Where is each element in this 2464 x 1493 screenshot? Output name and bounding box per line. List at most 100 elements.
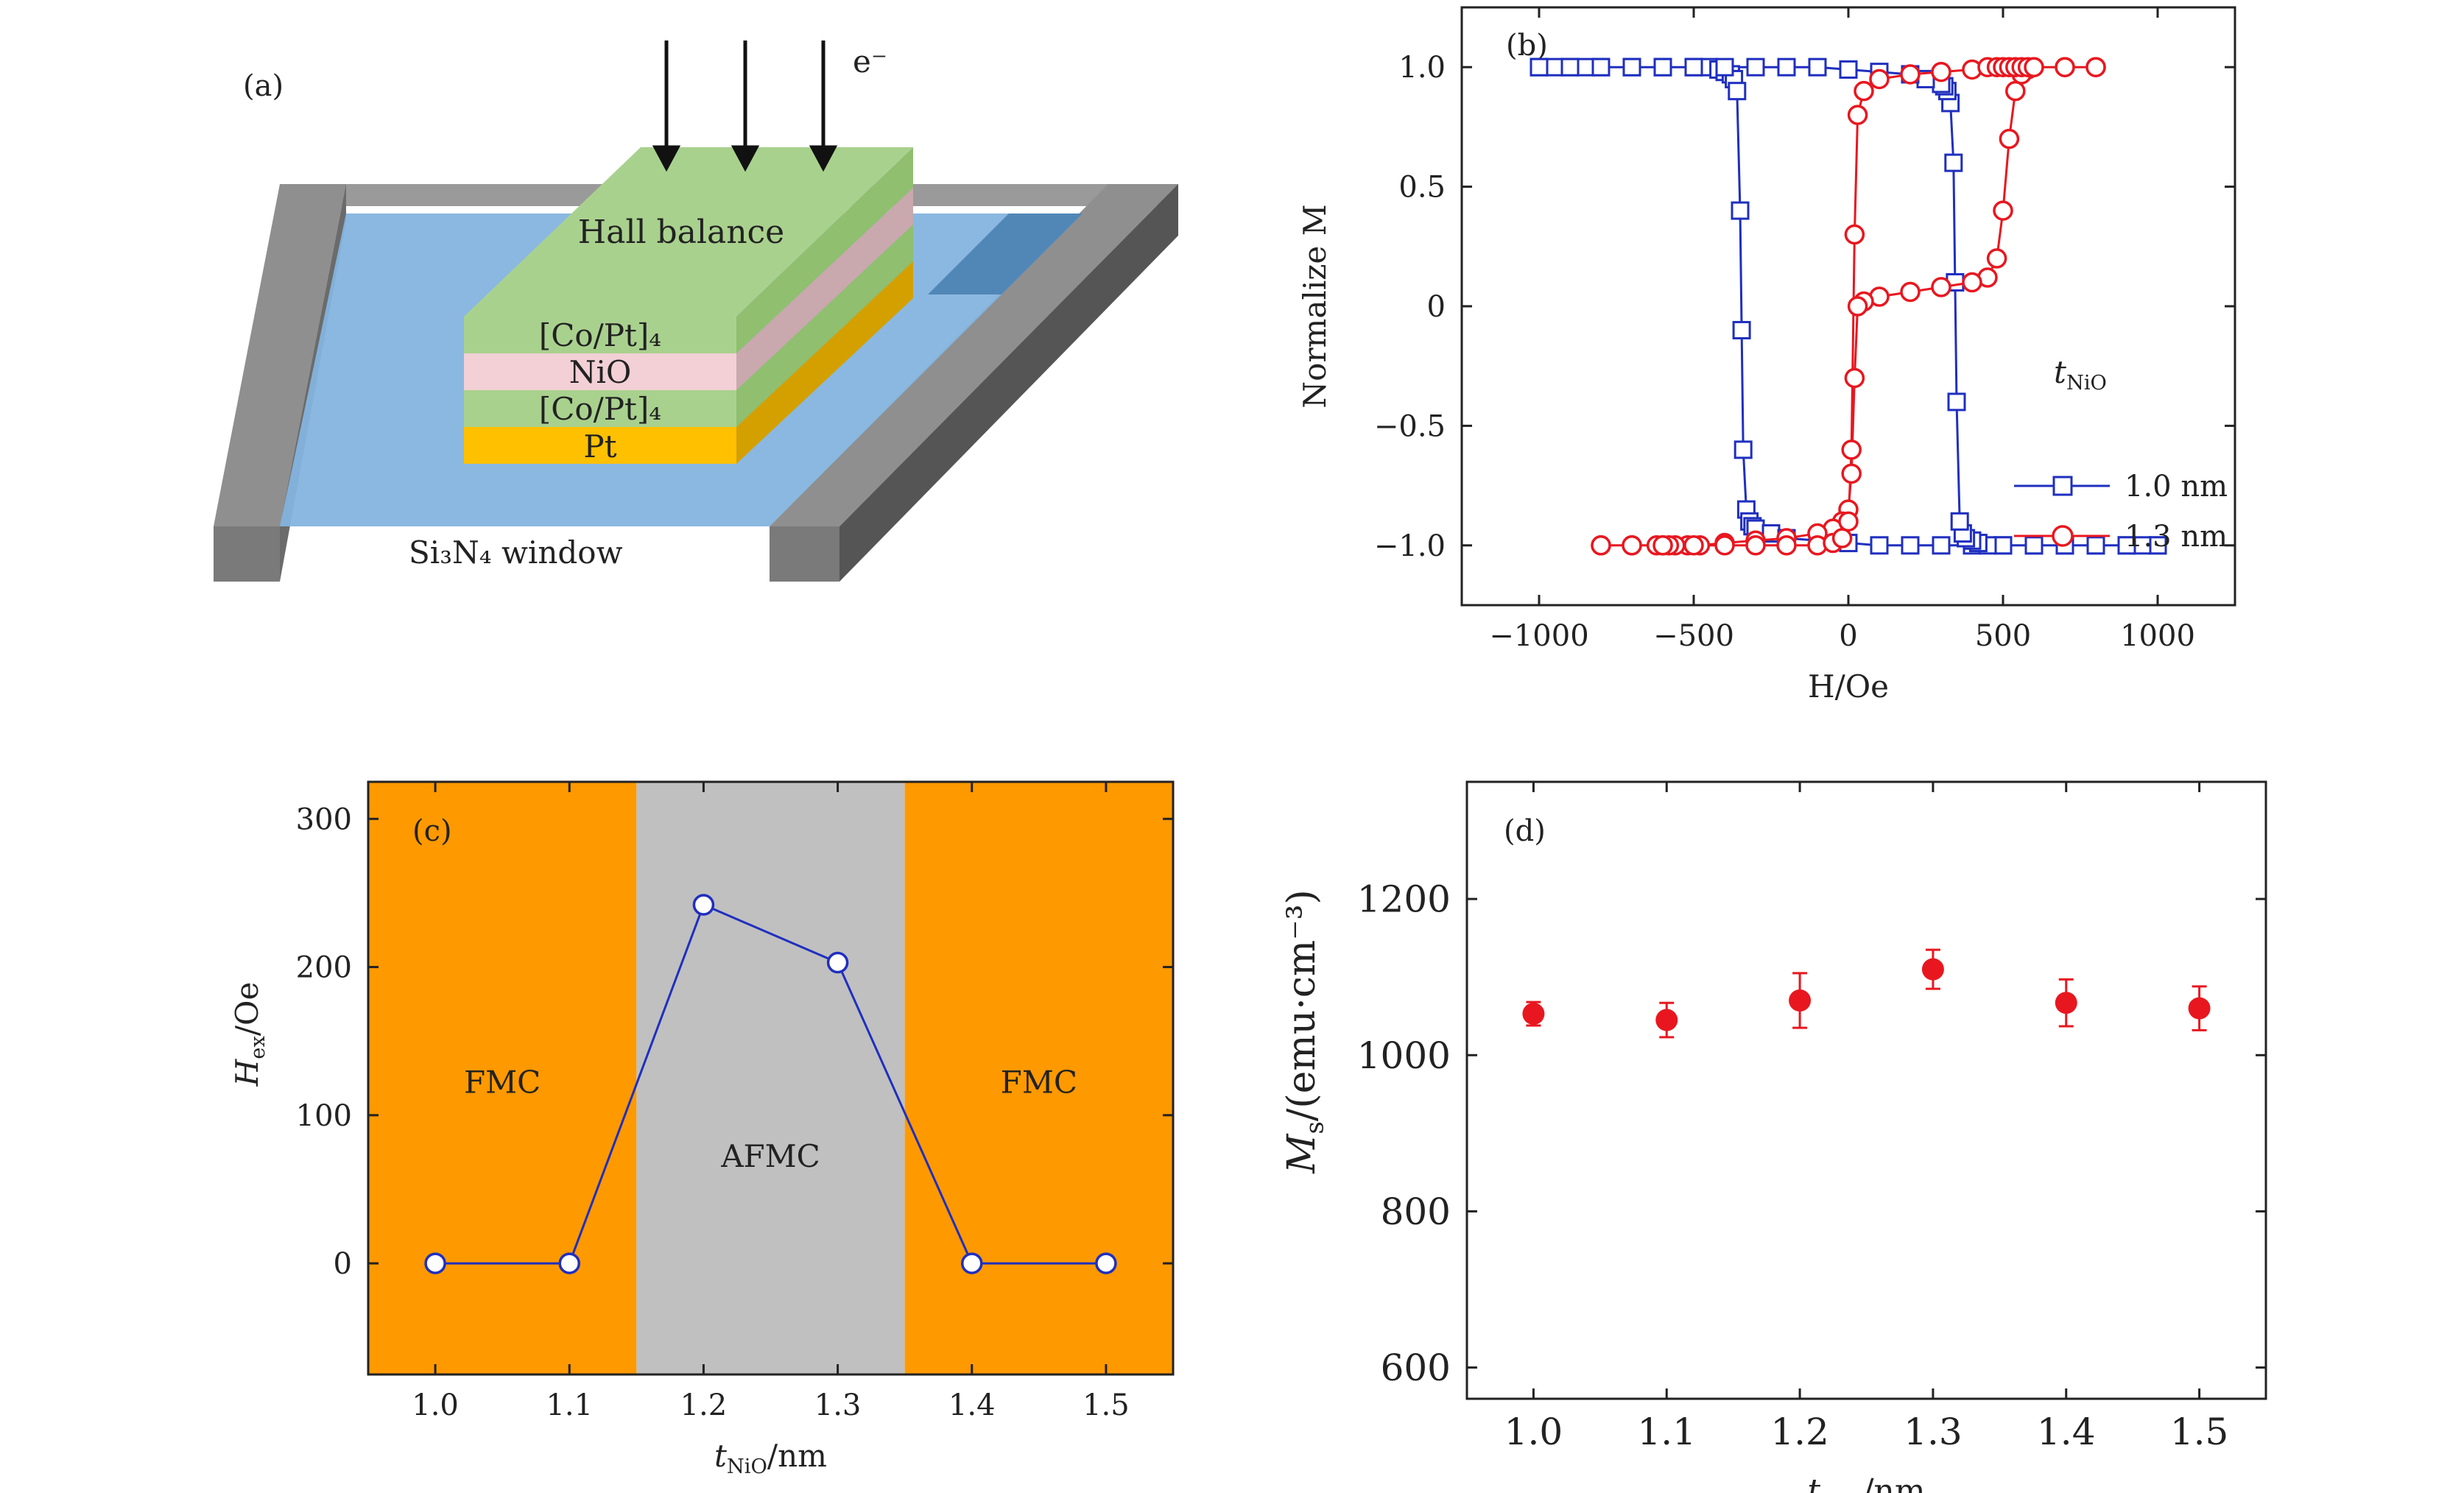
data-point	[1728, 82, 1747, 101]
label-copt-bottom: [Co/Pt]₄	[539, 391, 661, 427]
data-point	[424, 1252, 446, 1274]
y-axis-label: Normalize M	[1297, 204, 1333, 408]
data-point	[2055, 992, 2077, 1014]
x-tick-label: 1.1	[546, 1388, 593, 1422]
frame-right-top	[770, 184, 1178, 526]
data-point	[1808, 57, 1827, 77]
data-point	[1841, 463, 1862, 484]
region-2	[636, 782, 905, 1374]
data-point	[1745, 535, 1766, 556]
chart-d: 1.0 1.1 1.2 1.3 1.4 1.5 600 800 1000 1200 (d) tNiO/…	[1280, 780, 2267, 1493]
plot-frame	[1465, 780, 2267, 1400]
data-point	[1831, 528, 1853, 548]
data-point	[1901, 536, 1920, 555]
x-tick-label: 1.3	[1904, 1411, 1963, 1453]
region-1	[368, 782, 637, 1374]
data-point	[2005, 80, 2026, 102]
data-point	[2024, 57, 2044, 77]
data-point	[1653, 57, 1672, 77]
chart-b: −1000 −500 0 500 1000 −1.0 −0.5 0 0.5 1.0 (b) H/Oe N…	[1297, 6, 2236, 705]
data-point	[1777, 57, 1796, 77]
data-point	[1847, 105, 1868, 125]
data-point	[2086, 536, 2105, 555]
electron-label: e⁻	[853, 43, 887, 80]
data-point	[1944, 153, 1963, 172]
data-point	[1844, 224, 1865, 245]
label-hall-balance: Hall balance	[578, 213, 784, 251]
data-point	[2085, 57, 2106, 77]
y-tick-label: 200	[296, 951, 352, 985]
panel-c-tag: (c)	[412, 814, 452, 848]
data-point	[1947, 392, 1966, 412]
y-tick-label: 100	[296, 1099, 352, 1133]
data-point	[1900, 64, 1921, 85]
data-point	[1622, 535, 1642, 556]
x-tick-label: 1.5	[1083, 1388, 1130, 1422]
data-point	[1841, 440, 1862, 460]
electron-arrows	[652, 40, 838, 172]
y-tick-label: 300	[296, 802, 352, 836]
data-point	[1999, 128, 2020, 149]
label-pt: Pt	[583, 428, 616, 465]
legend-marker	[2052, 476, 2073, 496]
data-point	[1683, 535, 1704, 556]
data-point	[1931, 61, 1951, 82]
x-axis-label: tNiO/nm	[1807, 1472, 1925, 1493]
data-point	[1622, 57, 1641, 77]
y-tick-label: −0.5	[1374, 409, 1446, 443]
data-point	[1684, 57, 1703, 77]
data-point	[1655, 1009, 1678, 1031]
data-point	[2024, 536, 2044, 555]
window-label: Si₃N₄ window	[409, 534, 623, 571]
data-point	[1869, 68, 1890, 90]
data-point	[1545, 57, 1564, 77]
y-tick-label: 600	[1381, 1346, 1451, 1389]
y-tick-label: −1.0	[1374, 529, 1446, 563]
data-point	[1731, 201, 1750, 220]
data-point	[558, 1252, 580, 1274]
x-tick-label: 1.0	[412, 1388, 459, 1422]
data-point	[961, 1252, 983, 1274]
data-point	[1932, 536, 1951, 555]
x-tick-label: 1.1	[1637, 1411, 1696, 1453]
data-point	[1591, 535, 1611, 556]
x-tick-label: 1.4	[2037, 1411, 2096, 1453]
y-tick-label: 1.0	[1398, 51, 1446, 85]
legend-marker	[2052, 525, 2074, 547]
data-point	[1847, 296, 1868, 317]
x-tick-label: 1.2	[1770, 1411, 1829, 1453]
y-tick-label: 0.5	[1398, 171, 1446, 205]
data-point	[1950, 512, 1969, 531]
data-point	[1839, 60, 1858, 79]
data-point	[1789, 989, 1812, 1012]
x-axis-label: H/Oe	[1808, 668, 1889, 705]
data-point	[1870, 536, 1889, 555]
data-point	[826, 951, 849, 974]
data-point	[1776, 535, 1797, 556]
frame-left-top	[214, 184, 346, 526]
data-point	[1746, 57, 1765, 77]
x-tick-label: 1.2	[680, 1388, 728, 1422]
data-point	[1921, 958, 1944, 981]
legend-title: tNiO	[2054, 354, 2107, 395]
data-point	[1993, 536, 2013, 555]
data-point	[1962, 272, 1982, 293]
region-label: FMC	[1001, 1065, 1077, 1101]
x-tick-label: 500	[1975, 619, 2031, 653]
y-tick-label: 1000	[1357, 1034, 1451, 1077]
region-label: AFMC	[720, 1138, 820, 1174]
label-copt-top: [Co/Pt]₄	[539, 317, 661, 353]
y-tick-label: 1200	[1357, 878, 1451, 921]
data-point	[1900, 281, 1921, 303]
data-point	[1714, 535, 1735, 556]
data-point	[2188, 997, 2211, 1020]
region-label: FMC	[464, 1065, 541, 1101]
panel-b-tag: (b)	[1506, 29, 1548, 63]
data-point	[1591, 57, 1611, 77]
x-tick-label: 1.3	[814, 1388, 862, 1422]
legend-label: 1.0 nm	[2125, 470, 2228, 504]
data-point	[1986, 248, 2007, 269]
data-point	[1715, 57, 1734, 77]
data-point	[1838, 511, 1859, 532]
data-point	[1560, 57, 1580, 77]
